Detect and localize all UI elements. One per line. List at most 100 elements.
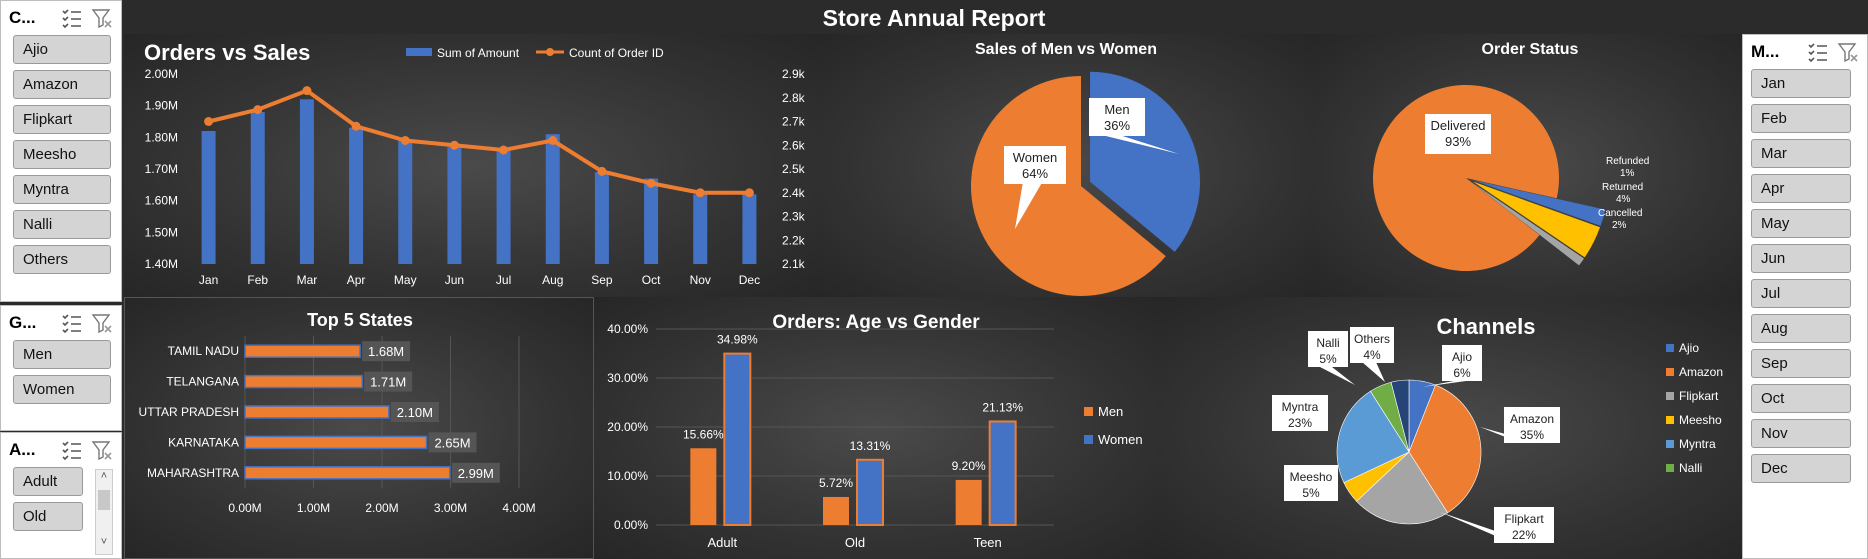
callout-label: 4%	[1363, 348, 1381, 362]
order-status-panel: Order Status Delivered 93% Refunded 1% Return…	[1313, 34, 1742, 297]
bar-men	[823, 496, 849, 525]
callout-label: Amazon	[1510, 412, 1554, 426]
y-right-tick: 2.8k	[782, 91, 806, 105]
callout-pointer	[1422, 381, 1466, 387]
slicer-month-item-jan[interactable]: Jan	[1751, 69, 1851, 98]
multi-select-icon[interactable]	[61, 439, 83, 461]
pie-slice-flipkart	[1356, 451, 1448, 525]
slicer-age-item-old[interactable]: Old	[13, 502, 83, 531]
legend-label: Women	[1098, 432, 1143, 447]
clear-filter-icon[interactable]	[91, 439, 113, 461]
gender-slicer-title: G...	[9, 313, 37, 332]
chart-title: Sales of Men vs Women	[975, 41, 1157, 58]
clear-filter-icon[interactable]	[1837, 41, 1859, 63]
slicer-channel-item-myntra[interactable]: Myntra	[13, 175, 111, 204]
line-point	[744, 188, 754, 198]
slicer-month-item-may[interactable]: May	[1751, 209, 1851, 238]
x-tick: 2.00M	[365, 501, 398, 515]
x-tick: Dec	[739, 273, 760, 287]
slicer-gender-item-men[interactable]: Men	[13, 340, 111, 369]
multi-select-icon[interactable]	[61, 312, 83, 334]
x-tick: Jan	[199, 273, 218, 287]
channels-panel: Channels Ajio 6% Amazon 35% Flipkart 22% Meesho…	[1160, 297, 1742, 559]
slicer-channel-item-others[interactable]: Others	[13, 245, 111, 274]
chart-title: Top 5 States	[307, 310, 413, 330]
x-tick: Apr	[347, 273, 366, 287]
slicer-month-item-aug[interactable]: Aug	[1751, 314, 1851, 343]
bar-men	[955, 479, 982, 525]
y-left-tick: 1.60M	[145, 194, 178, 208]
callout-box	[1089, 98, 1145, 136]
line-count-of-order-id	[208, 88, 750, 195]
bar-state	[244, 466, 451, 480]
x-tick: Jun	[445, 273, 464, 287]
y-tick: 20.00%	[607, 420, 648, 434]
multi-select-icon[interactable]	[61, 7, 83, 29]
legend-label: Nalli	[1679, 461, 1702, 475]
top5-states-panel: Top 5 States 0.00M 1.00M 2.00M 3.00M 4.00M TAM…	[124, 297, 594, 559]
x-tick: Jul	[496, 273, 511, 287]
legend-marker	[546, 48, 554, 56]
callout-pointer	[1320, 367, 1355, 385]
slicer-month-item-feb[interactable]: Feb	[1751, 104, 1851, 133]
slicer-channel-item-amazon[interactable]: Amazon	[13, 70, 111, 99]
y-right-tick: 2.6k	[782, 138, 806, 152]
callout-label: 23%	[1288, 416, 1312, 430]
data-label: 1%	[1620, 168, 1635, 179]
slicer-age-item-adult[interactable]: Adult	[13, 467, 83, 496]
scroll-down-icon[interactable]: ˅	[100, 536, 108, 548]
slicer-month-item-nov[interactable]: Nov	[1751, 419, 1851, 448]
report-title: Store Annual Report	[822, 5, 1046, 31]
y-right-tick: 2.3k	[782, 210, 806, 224]
slicer-month-item-mar[interactable]: Mar	[1751, 139, 1851, 168]
slicer-month-item-sep[interactable]: Sep	[1751, 349, 1851, 378]
x-tick: Mar	[297, 273, 318, 287]
slicer-channel-item-meesho[interactable]: Meesho	[13, 140, 111, 169]
data-label: Refunded	[1606, 156, 1649, 167]
slicer-month-item-dec[interactable]: Dec	[1751, 454, 1851, 483]
slicer-month-item-apr[interactable]: Apr	[1751, 174, 1851, 203]
bar-sum-of-amount	[693, 194, 708, 264]
line-point	[597, 166, 607, 176]
x-tick: Teen	[974, 535, 1002, 550]
bar-sum-of-amount	[545, 134, 560, 264]
age-slicer-scrollbar[interactable]: ˄ ˅	[95, 469, 113, 555]
slicer-channel-item-nalli[interactable]: Nalli	[13, 210, 111, 239]
callout-pointer	[1363, 363, 1385, 382]
slicer-month-item-jul[interactable]: Jul	[1751, 279, 1851, 308]
y-left-tick: 1.90M	[145, 99, 178, 113]
slicer-channel-item-flipkart[interactable]: Flipkart	[13, 105, 111, 134]
slicer-month-item-jun[interactable]: Jun	[1751, 244, 1851, 273]
y-right-tick: 2.9k	[782, 67, 806, 81]
clear-filter-icon[interactable]	[91, 7, 113, 29]
callout-label: 36%	[1104, 118, 1130, 133]
channel-slicer-title: C...	[9, 8, 36, 27]
data-label-box	[390, 402, 439, 422]
age-slicer: A... Adult Old ˄ ˅	[0, 432, 122, 559]
y-tick: 10.00%	[607, 469, 648, 483]
age-slicer-title: A...	[9, 440, 36, 459]
legend-swatch-nalli	[1666, 464, 1674, 472]
multi-select-icon[interactable]	[1807, 41, 1829, 63]
y-right-tick: 2.4k	[782, 186, 806, 200]
pie-slice-cancelled	[1473, 180, 1606, 226]
slicer-gender-item-women[interactable]: Women	[13, 375, 111, 404]
slicer-month-item-oct[interactable]: Oct	[1751, 384, 1851, 413]
legend-label: Ajio	[1679, 341, 1699, 355]
line-point	[351, 121, 361, 131]
data-label: 2.99M	[458, 466, 494, 481]
slicer-channel-item-ajio[interactable]: Ajio	[13, 35, 111, 64]
legend-label: Count of Order ID	[569, 46, 664, 60]
bar-sum-of-amount	[299, 99, 314, 264]
line-point	[499, 145, 509, 155]
y-tick: 30.00%	[607, 371, 648, 385]
scroll-up-icon[interactable]: ˄	[100, 470, 108, 482]
bar-sum-of-amount	[398, 140, 413, 264]
scroll-thumb[interactable]	[98, 490, 110, 510]
orders-vs-sales-panel: Orders vs Sales Sum of Amount Count of Ord…	[124, 34, 819, 297]
clear-filter-icon[interactable]	[91, 312, 113, 334]
data-label: 15.66%	[683, 427, 724, 441]
pie-slice-returned	[1473, 181, 1601, 258]
age-vs-gender-panel: Orders: Age vs Gender 40.00% 30.00% 20.00% 1…	[594, 297, 1160, 559]
y-left-tick: 1.70M	[145, 162, 178, 176]
